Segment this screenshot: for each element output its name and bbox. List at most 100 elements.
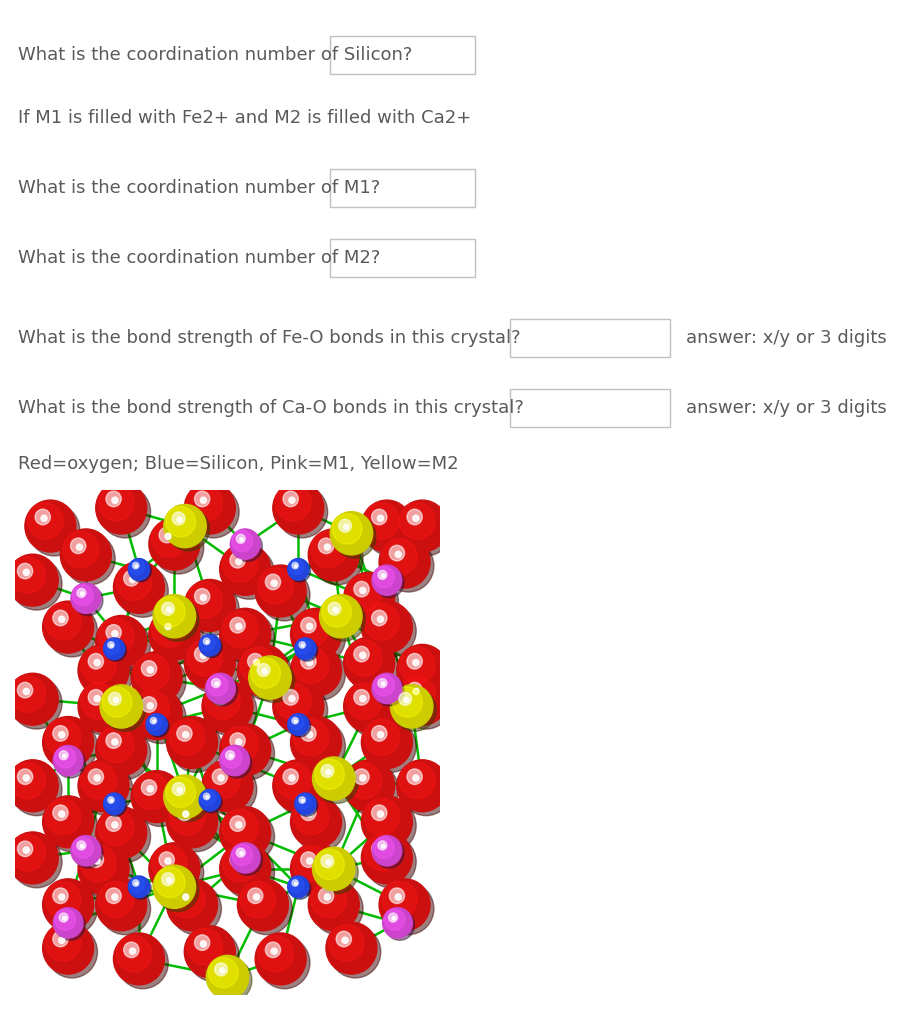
Circle shape [7, 554, 58, 606]
Text: What is the bond strength of Fe-O bonds in this crystal?: What is the bond strength of Fe-O bonds … [18, 329, 520, 347]
Circle shape [382, 573, 385, 577]
Circle shape [395, 893, 402, 901]
Circle shape [82, 648, 133, 700]
Circle shape [204, 793, 210, 799]
Text: What is the coordination number of M1?: What is the coordination number of M1? [18, 179, 380, 197]
Circle shape [167, 778, 209, 822]
Circle shape [73, 838, 103, 868]
Circle shape [236, 738, 242, 745]
Circle shape [399, 647, 435, 684]
Circle shape [7, 674, 58, 725]
Circle shape [312, 847, 355, 890]
Circle shape [379, 879, 430, 931]
Circle shape [177, 725, 192, 742]
Circle shape [364, 798, 400, 835]
Circle shape [204, 638, 210, 644]
Circle shape [266, 942, 280, 957]
Circle shape [207, 675, 228, 696]
Circle shape [384, 910, 405, 930]
Circle shape [413, 659, 419, 666]
Circle shape [45, 798, 81, 835]
Text: answer: x/y or 3 digits: answer: x/y or 3 digits [686, 329, 887, 347]
Circle shape [133, 773, 170, 809]
Circle shape [43, 796, 94, 848]
Circle shape [230, 843, 260, 873]
Circle shape [188, 583, 239, 635]
Circle shape [132, 562, 139, 569]
Circle shape [378, 570, 387, 579]
Circle shape [111, 497, 118, 503]
Circle shape [360, 652, 366, 658]
Circle shape [106, 491, 121, 506]
Circle shape [290, 843, 341, 894]
Circle shape [205, 795, 208, 798]
Circle shape [373, 837, 394, 858]
Circle shape [106, 888, 121, 904]
Circle shape [407, 769, 423, 784]
Circle shape [53, 888, 68, 904]
Circle shape [187, 928, 223, 964]
Circle shape [199, 634, 220, 656]
Circle shape [365, 605, 416, 657]
Circle shape [17, 841, 33, 857]
Circle shape [110, 799, 113, 802]
Circle shape [135, 882, 138, 884]
Circle shape [99, 726, 134, 763]
Circle shape [333, 515, 376, 558]
Circle shape [47, 800, 98, 852]
Circle shape [315, 759, 344, 789]
Circle shape [310, 881, 347, 918]
Circle shape [194, 935, 210, 950]
Circle shape [348, 764, 398, 815]
Circle shape [236, 623, 242, 630]
Circle shape [240, 647, 276, 684]
Circle shape [220, 843, 271, 894]
Circle shape [362, 716, 413, 769]
Circle shape [56, 910, 85, 940]
Circle shape [276, 484, 311, 521]
Circle shape [290, 716, 341, 769]
Circle shape [378, 679, 387, 688]
Circle shape [348, 685, 398, 736]
Circle shape [276, 683, 311, 719]
Circle shape [205, 685, 257, 736]
Circle shape [236, 858, 242, 864]
Circle shape [364, 604, 400, 640]
Circle shape [131, 688, 183, 739]
Circle shape [194, 589, 210, 604]
Circle shape [200, 635, 215, 650]
Circle shape [162, 602, 174, 615]
Circle shape [382, 881, 417, 918]
Circle shape [404, 697, 409, 703]
Circle shape [106, 732, 121, 749]
Circle shape [131, 651, 183, 704]
Circle shape [377, 847, 383, 853]
Circle shape [152, 522, 204, 574]
Circle shape [169, 719, 205, 756]
Circle shape [201, 791, 222, 812]
Circle shape [147, 786, 153, 792]
Circle shape [372, 836, 402, 866]
Circle shape [294, 720, 297, 722]
Circle shape [109, 692, 121, 705]
Circle shape [374, 838, 404, 868]
Circle shape [23, 688, 29, 695]
Circle shape [17, 769, 33, 784]
Circle shape [100, 882, 151, 935]
Circle shape [389, 888, 404, 904]
Circle shape [257, 664, 270, 677]
Circle shape [45, 719, 81, 756]
Circle shape [293, 846, 329, 881]
Circle shape [147, 715, 162, 730]
Circle shape [187, 640, 223, 676]
Circle shape [55, 910, 76, 930]
Circle shape [113, 561, 164, 613]
Circle shape [96, 616, 147, 668]
Circle shape [171, 800, 222, 852]
Circle shape [82, 685, 133, 736]
Circle shape [413, 775, 419, 781]
Circle shape [152, 521, 187, 557]
Circle shape [99, 484, 134, 521]
Circle shape [111, 630, 118, 637]
Circle shape [374, 676, 404, 706]
